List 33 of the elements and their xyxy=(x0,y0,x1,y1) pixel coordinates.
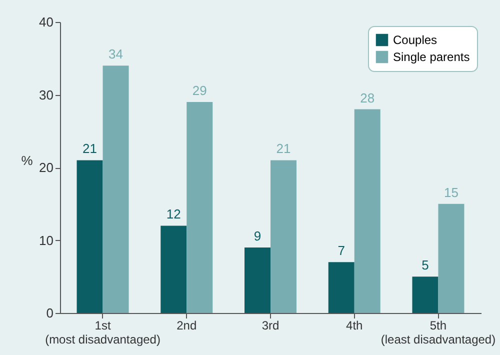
bar xyxy=(76,160,103,313)
data-label: 12 xyxy=(166,206,181,222)
data-label: 5 xyxy=(422,258,429,273)
x-tick-label: 5th (least disadvantaged) xyxy=(380,318,496,346)
y-axis-title: % xyxy=(21,153,34,168)
bar xyxy=(438,204,464,313)
data-label: 9 xyxy=(254,228,262,244)
bar xyxy=(244,248,270,313)
x-tick-label: 2nd xyxy=(176,318,197,332)
bar xyxy=(354,109,380,313)
data-label: 21 xyxy=(82,141,98,156)
bar xyxy=(186,102,213,313)
bar xyxy=(412,276,438,313)
legend-label: Single parents xyxy=(393,50,470,64)
x-tick-label: 4th xyxy=(346,318,363,332)
data-label: 15 xyxy=(444,184,458,200)
bar xyxy=(270,160,296,313)
data-label: 28 xyxy=(360,90,375,106)
x-tick-label: 3rd xyxy=(262,318,280,332)
data-label: 29 xyxy=(192,83,207,98)
bar xyxy=(328,262,354,313)
y-tick-label: 30 xyxy=(39,87,54,102)
x-tick-label: 1st (most disadvantaged) xyxy=(45,318,160,346)
bar xyxy=(160,226,187,313)
y-tick-label: 40 xyxy=(39,14,54,30)
data-label: 34 xyxy=(108,46,124,62)
legend-label: Couples xyxy=(393,33,438,47)
data-label: 7 xyxy=(338,243,345,258)
y-tick-label: 0 xyxy=(46,306,54,320)
y-tick-label: 20 xyxy=(39,160,54,175)
y-tick-label: 10 xyxy=(39,232,54,248)
data-label: 21 xyxy=(276,141,291,156)
bar xyxy=(102,66,129,313)
